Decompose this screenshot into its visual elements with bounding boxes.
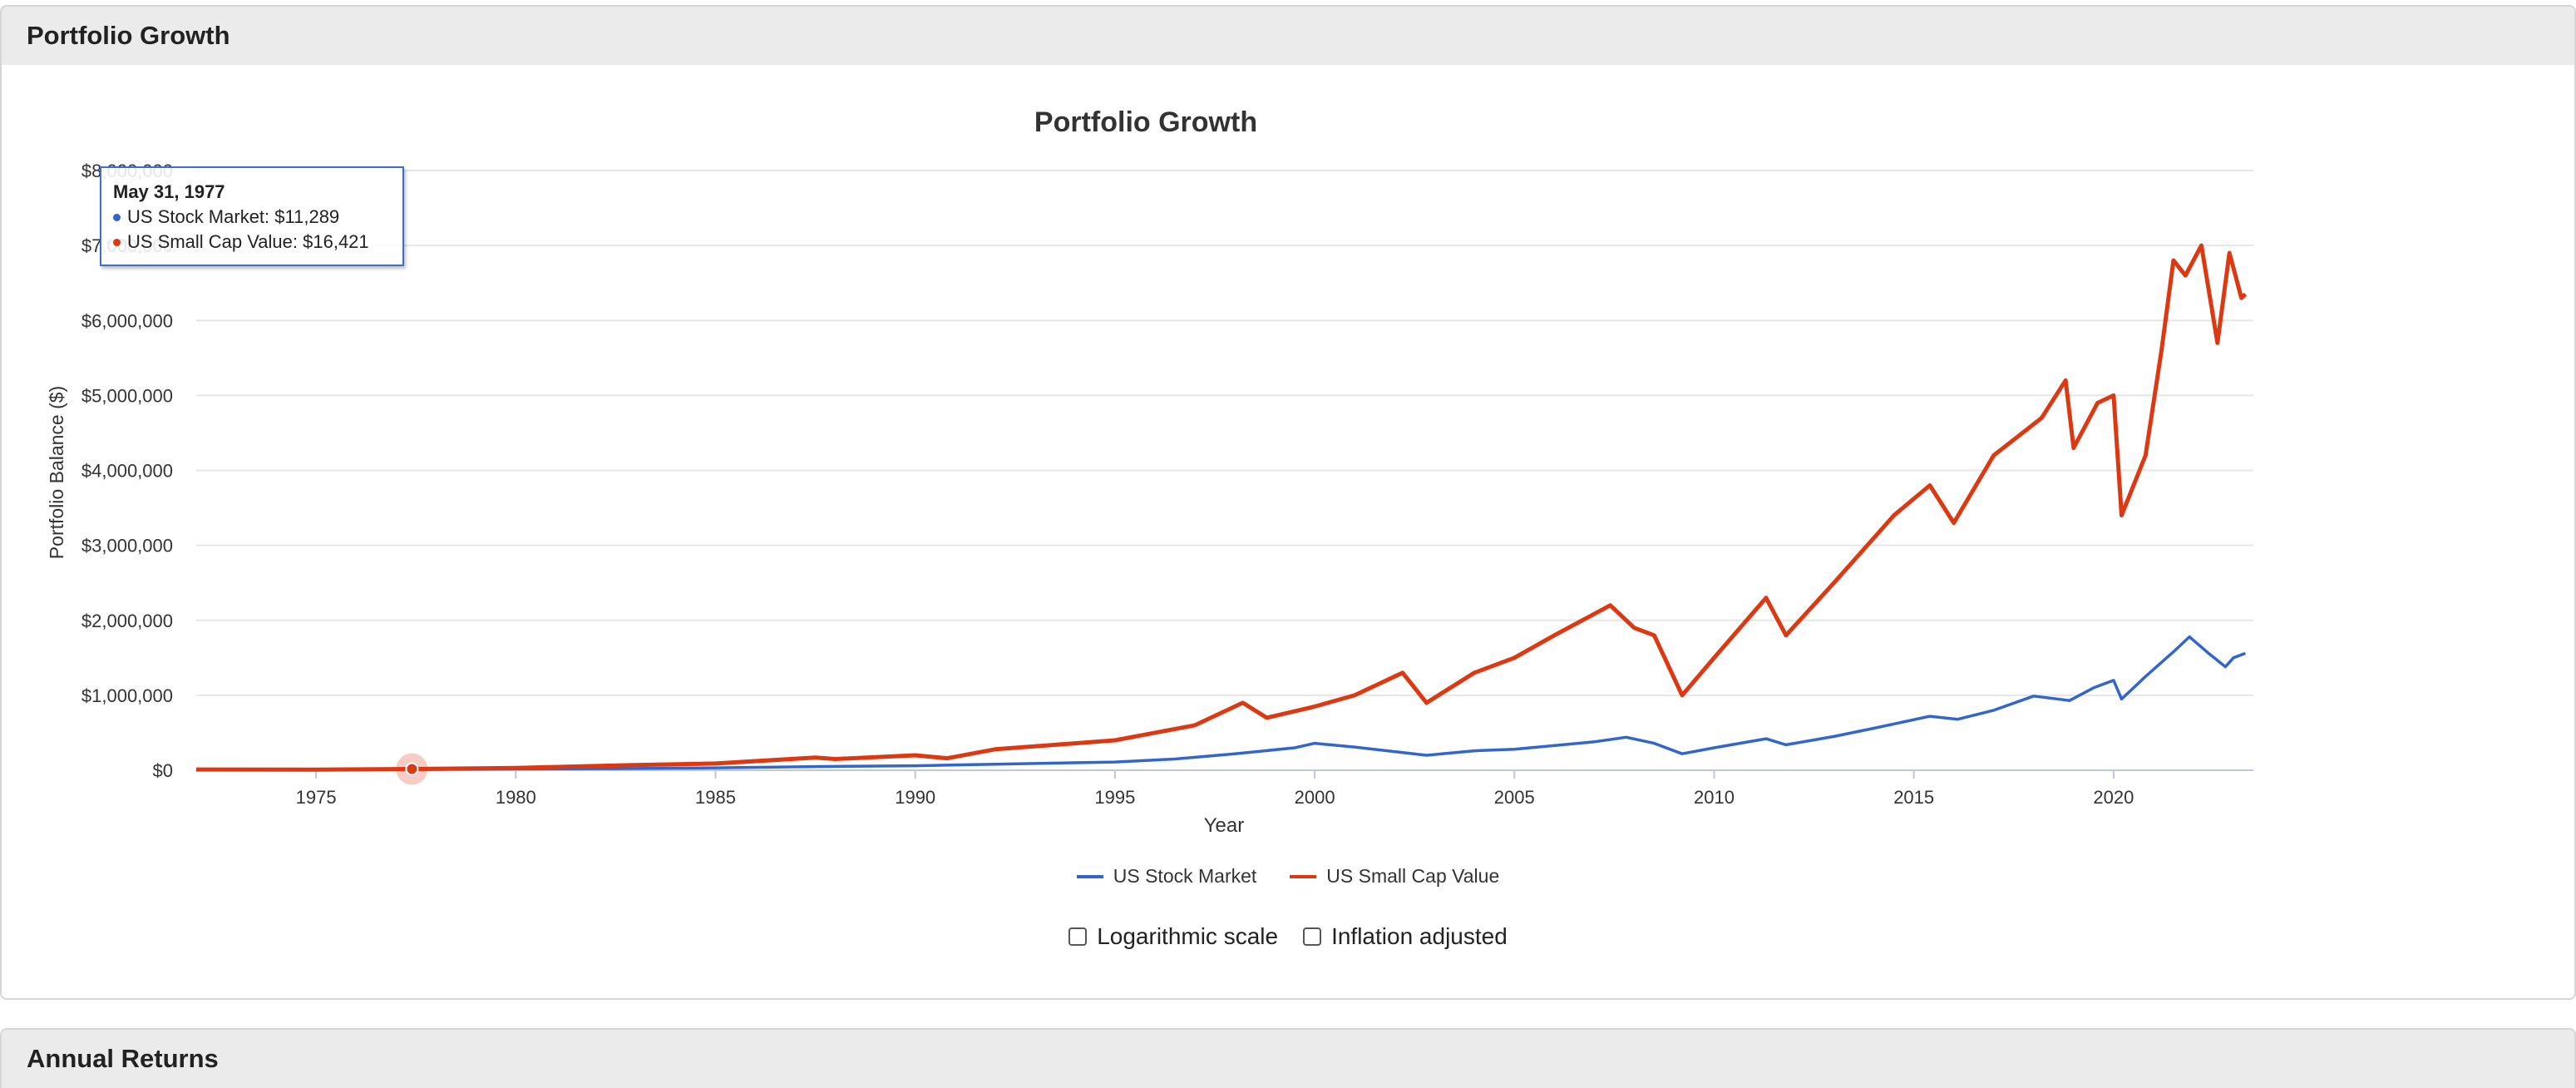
inflation-adjusted-toggle[interactable]: Inflation adjusted — [1303, 923, 1508, 950]
x-tick-label: 2015 — [1893, 787, 1934, 808]
y-axis-label: Portfolio Balance ($) — [46, 386, 67, 559]
grid-layer — [196, 170, 2253, 771]
blue-dot-icon — [113, 213, 121, 221]
series-line-us-small-cap-value — [195, 243, 2248, 772]
y-tick-label: $5,000,000 — [81, 385, 173, 406]
tooltip-value: US Stock Market: $11,289 — [127, 206, 340, 227]
inflation-adjusted-label: Inflation adjusted — [1331, 923, 1508, 949]
x-tick-label: 2010 — [1694, 787, 1735, 808]
legend-label: US Stock Market — [1113, 865, 1257, 887]
x-tick-label: 1985 — [695, 787, 736, 808]
y-tick-label: $6,000,000 — [81, 310, 173, 331]
legend-label: US Small Cap Value — [1326, 865, 1500, 887]
inflation-adjusted-checkbox[interactable] — [1303, 927, 1322, 946]
log-scale-toggle[interactable]: Logarithmic scale — [1068, 923, 1278, 950]
x-tick-label: 2000 — [1295, 787, 1335, 808]
line-swatch-icon — [1290, 874, 1317, 878]
annual-returns-panel-header[interactable]: Annual Returns — [0, 1028, 2576, 1088]
line-swatch-icon — [1076, 874, 1103, 878]
y-tick-label: $2,000,000 — [81, 611, 173, 631]
x-axis-label: Year — [1204, 814, 1245, 837]
y-tick-label: $1,000,000 — [81, 685, 173, 706]
x-axis-ticks: 1975 1980 1985 1990 1995 2000 2005 2010 2015 2020 — [296, 770, 2134, 808]
chart-tooltip: May 31, 1977 US Stock Market: $11,289 US… — [100, 166, 404, 266]
tooltip-row-us-stock-market: US Stock Market: $11,289 — [113, 205, 391, 230]
x-tick-label: 1990 — [895, 787, 935, 808]
tooltip-date: May 31, 1977 — [113, 181, 225, 202]
x-tick-label: 1980 — [496, 787, 536, 808]
legend-item-us-small-cap-value[interactable]: US Small Cap Value — [1290, 865, 1499, 888]
x-tick-label: 2020 — [2093, 787, 2134, 808]
portfolio-growth-chart: Portfolio Growth $0 $1,000,000 $2,000,000 $… — [46, 106, 2253, 837]
legend-item-us-stock-market[interactable]: US Stock Market — [1076, 865, 1257, 888]
portfolio-growth-panel-body — [0, 65, 2576, 1000]
chart-legend: US Stock Market US Small Cap Value — [0, 865, 2576, 888]
tooltip-value: US Small Cap Value: $16,421 — [127, 231, 369, 252]
x-tick-label: 2005 — [1494, 787, 1535, 808]
series-layer — [195, 243, 2248, 772]
series-line-us-stock-market — [195, 635, 2247, 772]
hover-point — [405, 762, 419, 776]
portfolio-growth-panel-header[interactable]: Portfolio Growth — [0, 5, 2576, 67]
y-tick-label: $3,000,000 — [81, 536, 173, 556]
hover-highlight — [396, 753, 428, 785]
chart-controls: Logarithmic scale Inflation adjusted — [0, 923, 2576, 950]
panel-title: Portfolio Growth — [27, 21, 230, 50]
panel-title: Annual Returns — [27, 1044, 219, 1073]
log-scale-checkbox[interactable] — [1068, 927, 1088, 946]
x-tick-label: 1975 — [296, 787, 337, 808]
red-dot-icon — [113, 238, 121, 246]
y-tick-label: $4,000,000 — [81, 461, 173, 482]
y-tick-label: $0 — [153, 760, 173, 781]
chart-title: Portfolio Growth — [1034, 106, 1257, 138]
log-scale-label: Logarithmic scale — [1097, 923, 1279, 949]
x-tick-label: 1995 — [1094, 787, 1135, 808]
tooltip-row-us-small-cap-value: US Small Cap Value: $16,421 — [113, 230, 391, 255]
